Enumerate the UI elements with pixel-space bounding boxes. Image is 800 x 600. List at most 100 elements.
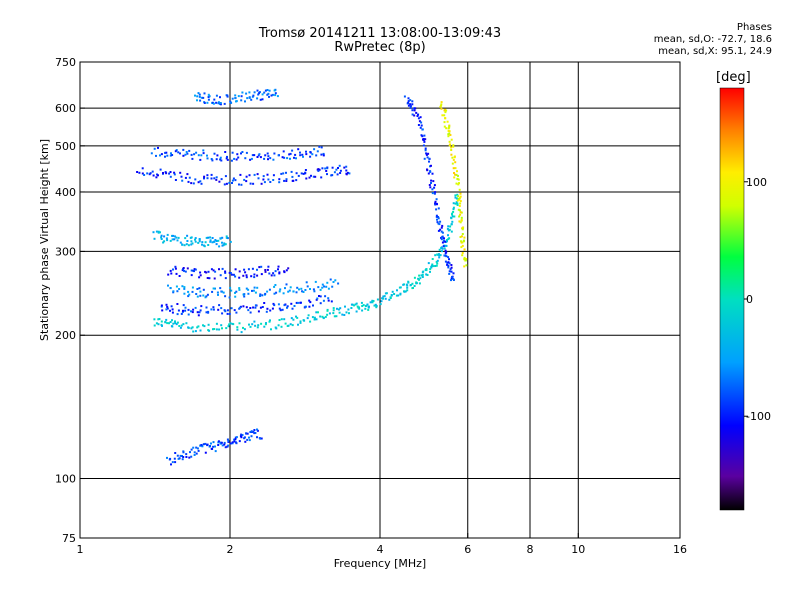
data-point [201, 241, 204, 244]
data-point [319, 315, 322, 318]
data-point [200, 96, 203, 99]
data-point [453, 176, 456, 179]
data-point [267, 155, 270, 158]
data-point [420, 121, 423, 124]
data-point [291, 324, 294, 327]
data-point [458, 215, 461, 218]
data-point [407, 100, 410, 103]
data-point [307, 314, 310, 317]
data-point [256, 326, 259, 329]
data-point [205, 311, 208, 314]
data-point [285, 178, 288, 181]
data-point [205, 236, 208, 239]
data-point [199, 180, 202, 183]
data-point [462, 239, 465, 242]
data-point [433, 186, 436, 189]
data-point [194, 178, 197, 181]
data-point [235, 100, 238, 103]
data-point [191, 286, 194, 289]
data-point [326, 173, 328, 176]
data-point [431, 188, 434, 191]
data-point [440, 107, 443, 110]
data-point [277, 154, 280, 157]
data-point [279, 288, 282, 291]
data-point [245, 274, 248, 277]
data-point [160, 305, 163, 308]
data-point [435, 208, 438, 211]
data-point [254, 432, 257, 434]
data-point [301, 153, 304, 156]
data-point [240, 433, 243, 436]
data-point [256, 156, 259, 158]
colorbar-tick-label: 100 [746, 176, 767, 189]
data-point [453, 172, 455, 174]
data-point [273, 152, 276, 155]
data-point [157, 230, 160, 233]
data-point [238, 322, 241, 325]
data-point [253, 276, 256, 279]
data-point [418, 120, 421, 123]
data-point [185, 453, 188, 456]
data-point [200, 444, 203, 446]
data-point [447, 133, 450, 136]
data-point [174, 265, 177, 268]
data-point [245, 432, 248, 435]
data-point [170, 463, 172, 466]
data-point [240, 95, 243, 98]
data-point [215, 240, 218, 242]
data-point [458, 205, 461, 207]
data-point [263, 157, 266, 160]
data-point [168, 322, 170, 325]
data-point [452, 167, 455, 170]
data-point [231, 179, 234, 182]
data-point [225, 236, 228, 239]
data-point [190, 310, 192, 313]
data-point [207, 244, 210, 246]
data-point [454, 173, 457, 176]
data-point [224, 270, 227, 273]
data-point [205, 295, 208, 298]
data-point [262, 175, 265, 178]
data-point [451, 215, 454, 218]
data-point [181, 179, 184, 182]
data-point [360, 301, 363, 304]
data-point [245, 287, 248, 290]
data-point [253, 273, 256, 276]
data-point [457, 208, 460, 211]
data-point [141, 167, 144, 170]
data-point [368, 305, 370, 308]
data-point [199, 158, 202, 161]
data-point [169, 239, 172, 242]
data-point [316, 297, 319, 300]
data-point [271, 307, 274, 310]
data-point [172, 234, 175, 237]
data-point [159, 154, 161, 157]
data-point [268, 288, 271, 291]
data-point [260, 322, 263, 325]
data-point [215, 94, 218, 97]
data-point [240, 331, 243, 334]
data-point [169, 175, 172, 178]
data-point [428, 184, 431, 186]
data-point [244, 157, 247, 160]
data-point [234, 94, 237, 97]
data-point [437, 222, 440, 225]
data-point [413, 114, 416, 117]
data-point [237, 95, 240, 98]
data-point [258, 153, 261, 156]
data-point [177, 309, 180, 312]
data-point [253, 320, 256, 323]
data-point [242, 326, 244, 329]
data-point [446, 239, 448, 241]
data-point [455, 173, 458, 176]
data-point [332, 281, 335, 283]
data-point [286, 325, 289, 327]
data-point [153, 324, 156, 327]
data-point [315, 298, 318, 301]
data-point [233, 440, 236, 443]
data-point [443, 247, 446, 250]
data-point [444, 111, 447, 114]
data-point [244, 271, 247, 274]
data-point [169, 269, 172, 272]
data-point [194, 240, 197, 243]
